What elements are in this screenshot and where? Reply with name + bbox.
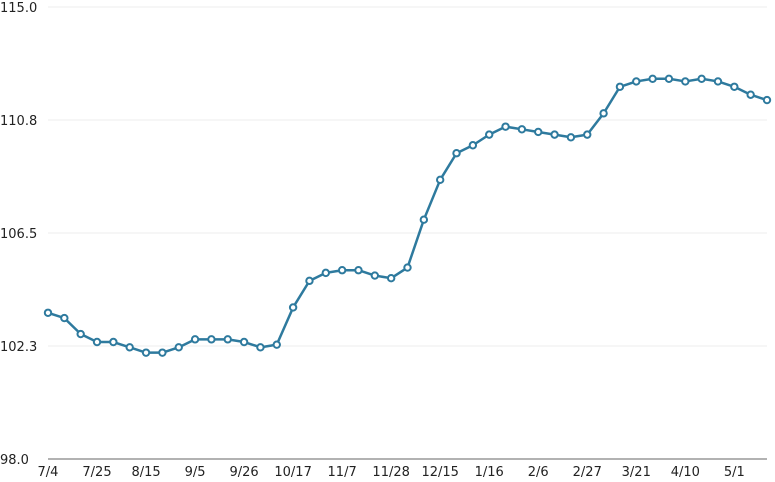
x-tick-label: 2/6 — [528, 465, 549, 480]
data-point — [468, 141, 478, 150]
data-point — [746, 90, 755, 99]
data-point — [550, 130, 559, 139]
x-tick-label: 10/17 — [274, 465, 311, 480]
data-point — [599, 109, 608, 118]
x-tick-label: 12/15 — [421, 465, 458, 480]
data-point — [158, 348, 167, 357]
x-tick-label: 9/26 — [229, 465, 258, 480]
data-point — [354, 266, 363, 275]
x-tick-label: 5/1 — [724, 465, 745, 480]
data-point — [92, 337, 102, 347]
data-point — [664, 74, 674, 83]
x-tick-label: 7/4 — [38, 465, 59, 480]
x-tick-label: 3/21 — [622, 465, 651, 480]
x-tick-label: 11/7 — [328, 465, 357, 480]
x-tick-label: 4/10 — [671, 465, 700, 480]
data-point — [485, 130, 494, 139]
y-tick-label: 102.3 — [0, 340, 37, 355]
data-point — [256, 343, 265, 352]
data-point — [207, 335, 216, 344]
y-tick-label: 110.8 — [0, 114, 37, 129]
data-point — [305, 276, 314, 286]
y-tick-label: 115.0 — [0, 1, 37, 16]
data-point — [501, 122, 510, 131]
y-tick-label: 106.5 — [0, 227, 37, 242]
data-point — [43, 308, 53, 317]
data-point — [697, 74, 706, 83]
data-point — [452, 149, 461, 158]
x-tick-label: 9/5 — [185, 465, 206, 480]
data-point — [403, 263, 412, 272]
data-point — [566, 133, 576, 142]
data-point — [141, 348, 151, 357]
data-point — [730, 82, 739, 91]
data-point — [288, 303, 298, 312]
data-point — [223, 335, 232, 344]
data-point — [681, 77, 690, 86]
data-point — [713, 77, 723, 86]
data-point — [190, 335, 200, 344]
data-point — [632, 77, 641, 86]
x-tick-label: 8/15 — [131, 465, 160, 480]
data-point — [76, 329, 85, 339]
x-tick-label: 1/16 — [475, 465, 504, 480]
data-point — [615, 82, 625, 91]
data-point — [60, 313, 69, 323]
data-point — [370, 271, 380, 280]
data-point — [648, 74, 657, 83]
data-point — [239, 337, 249, 347]
x-tick-label: 7/25 — [82, 465, 111, 480]
x-tick-label: 11/28 — [372, 465, 409, 480]
data-point — [386, 274, 396, 283]
x-tick-label: 2/27 — [573, 465, 602, 480]
data-point — [272, 340, 281, 349]
data-point — [109, 337, 118, 347]
data-point — [583, 130, 592, 139]
data-point — [762, 95, 772, 105]
data-point — [435, 175, 445, 185]
data-point — [174, 343, 183, 352]
data-point — [517, 125, 527, 134]
data-point — [337, 266, 347, 275]
data-point — [534, 127, 543, 137]
data-point — [125, 343, 134, 352]
data-point — [419, 215, 429, 224]
y-tick-label: 98.0 — [0, 453, 29, 468]
data-point — [321, 268, 330, 278]
